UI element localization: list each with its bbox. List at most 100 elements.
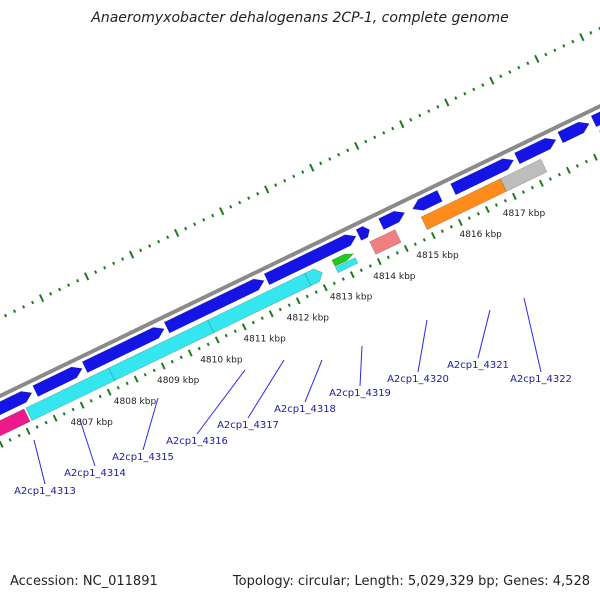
gene-label: A2cp1_4320 [387,374,449,385]
outer-minor-tick [103,265,107,270]
inner-minor-tick [251,320,255,325]
gene-label: A2cp1_4317 [217,420,279,431]
gene-label: A2cp1_4318 [274,404,336,415]
inner-minor-tick [368,264,372,268]
inner-minor-tick [386,255,390,260]
backbone-line [0,103,600,399]
outer-minor-tick [211,213,215,218]
outer-minor-tick [328,157,332,161]
kbp-label: 4814 kbp [373,272,416,282]
forward-gene-arrow [557,121,590,144]
inner-minor-tick [494,203,498,207]
gene-label: A2cp1_4322 [510,374,572,385]
outer-minor-tick [319,161,323,166]
kbp-label: 4811 kbp [243,335,286,345]
inner-minor-tick [260,316,264,320]
outer-major-tick [174,228,180,237]
inner-major-tick [241,323,247,331]
inner-major-tick [484,205,490,214]
outer-minor-tick [436,105,440,109]
outer-minor-tick [274,183,278,187]
inner-major-tick [511,192,517,200]
outer-minor-tick [31,300,35,305]
reverse-gene-arrow [304,268,323,287]
inner-minor-tick [359,268,363,273]
inner-minor-tick [449,225,453,229]
inner-major-tick [430,231,436,240]
forward-gene-arrow [32,366,83,397]
outer-minor-tick [256,191,260,196]
leader-line [417,319,428,373]
outer-minor-tick [418,113,422,118]
inner-minor-tick [143,372,147,377]
outer-minor-tick [58,287,62,292]
outer-minor-tick [22,305,26,309]
outer-minor-tick [526,61,530,66]
outer-major-tick [399,120,405,129]
outer-minor-tick [391,126,395,131]
inner-minor-tick [395,251,399,255]
inner-minor-tick [197,346,201,351]
outer-minor-tick [499,74,503,79]
forward-gene-arrow [590,111,600,128]
outer-minor-tick [364,139,368,144]
reverse-strand-genes [0,130,600,437]
inner-minor-tick [17,433,21,438]
outer-minor-tick [229,205,233,209]
outer-major-tick [309,163,315,172]
reverse-gene-arrow [334,257,359,274]
inner-major-tick [52,414,58,422]
gene-label: A2cp1_4315 [112,452,174,463]
gene-label: A2cp1_4313 [14,486,76,497]
inner-minor-tick [44,420,48,425]
inner-major-tick [214,336,220,344]
outer-minor-tick [373,135,377,140]
kbp-label: 4810 kbp [200,355,243,365]
kbp-label: 4808 kbp [114,397,157,407]
inner-minor-tick [224,333,228,338]
outer-minor-tick [49,292,53,296]
kbp-label: 4812 kbp [287,314,330,324]
leader-line [142,397,159,451]
outer-major-tick [579,33,585,42]
outer-minor-tick [121,257,125,261]
inner-major-tick [79,401,85,409]
inner-minor-tick [332,281,336,286]
leader-line [79,419,96,467]
kbp-label: 4817 kbp [503,209,546,219]
inner-minor-tick [170,359,174,364]
gene-label: A2cp1_4321 [447,360,509,371]
inner-minor-tick [521,190,525,194]
leader-line [523,297,542,373]
genome-backbone [0,103,600,399]
outer-major-tick [38,294,45,303]
inner-minor-tick [278,307,282,312]
inner-minor-tick [476,212,480,216]
inner-minor-tick [557,172,561,177]
inner-major-tick [295,297,301,305]
outer-minor-tick [292,174,296,179]
inner-minor-tick [584,159,588,164]
outer-minor-tick [346,148,350,153]
genome-stats-text: Topology: circular; Length: 5,029,329 bp… [232,574,590,589]
outer-minor-tick [382,131,386,135]
outer-major-tick [534,54,540,63]
kbp-label: 4813 kbp [330,293,373,303]
outer-minor-tick [94,270,98,274]
outer-minor-tick [67,283,71,287]
inner-minor-tick [71,407,75,412]
leader-line [359,345,363,387]
map-title: Anaeromyxobacter dehalogenans 2CP-1, com… [91,10,509,26]
forward-gene-arrow [163,278,265,334]
inner-major-tick [457,218,463,227]
inner-major-tick [322,284,328,292]
inner-major-tick [565,166,571,174]
inner-minor-tick [314,290,318,294]
inner-minor-tick [152,368,156,373]
gene-label: A2cp1_4316 [166,436,228,447]
inner-minor-tick [530,185,534,190]
outer-minor-tick [481,83,485,87]
forward-strand-genes [0,111,600,416]
forward-gene-arrow [81,327,165,374]
gene-label: A2cp1_4314 [64,468,126,479]
